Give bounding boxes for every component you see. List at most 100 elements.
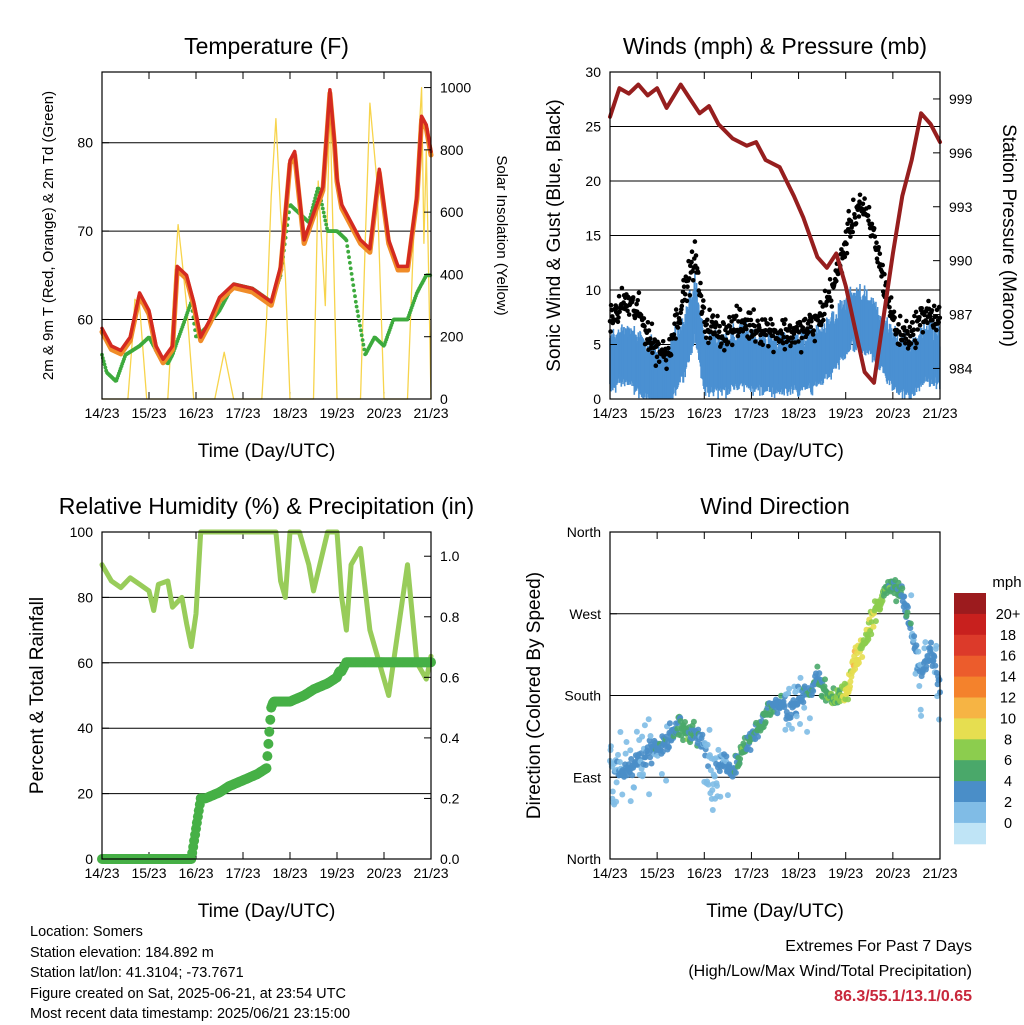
direction-point [666, 720, 673, 727]
data-point [634, 301, 639, 307]
x-tick-label: 20/23 [366, 865, 401, 881]
direction-point [616, 759, 623, 765]
direction-point [904, 604, 911, 611]
data-point [866, 204, 872, 210]
data-point [846, 208, 851, 214]
data-point [926, 298, 931, 304]
direction-point [899, 585, 906, 592]
direction-point [872, 618, 879, 625]
plot-frame [609, 71, 941, 400]
data-point [808, 324, 814, 330]
data-point [264, 726, 275, 737]
data-point [654, 354, 660, 360]
data-point [914, 341, 919, 346]
x-tick-label: 15/23 [640, 405, 675, 421]
direction-point [797, 721, 803, 727]
colorbar-label: 16 [1000, 649, 1016, 665]
data-point [910, 320, 915, 325]
panel-winds: Winds (mph) & Pressure (mb) Time (Day/UTC… [544, 33, 1019, 462]
direction-point [663, 777, 670, 784]
x-ticks: 14/23 15/23 16/23 17/23 18/23 19/23 20/23 21/23 [84, 72, 449, 421]
created-text: Figure created on Sat, 2025-06-21, at 23… [30, 985, 346, 1002]
data-point [806, 329, 811, 335]
y2-tick-label: 0.4 [440, 730, 460, 746]
data-point [829, 304, 835, 309]
data-point [660, 339, 666, 344]
direction-point [639, 733, 646, 740]
data-point [908, 341, 914, 346]
direction-point [845, 696, 852, 703]
y-tick-label: 40 [77, 720, 93, 736]
humidity-line [99, 529, 434, 698]
x-tick-label: 19/23 [319, 865, 354, 881]
y-axis-label: Percent & Total Rainfall [27, 597, 48, 794]
y2-ticks: 0.0 0.2 0.4 0.6 0.8 1.0 [424, 548, 460, 867]
x-tick-label: 18/23 [272, 865, 307, 881]
direction-point [806, 715, 813, 722]
x-tick-label: 20/23 [366, 405, 401, 421]
data-point [664, 366, 669, 372]
data-point [834, 278, 839, 284]
direction-point [804, 728, 811, 735]
data-point [865, 213, 871, 218]
data-point [316, 186, 321, 191]
x-ticks: 14/23 15/23 16/23 17/23 18/23 19/23 20/23 21/23 [84, 532, 449, 881]
data-point [703, 335, 709, 341]
data-point [677, 320, 683, 326]
x-tick-label: 17/23 [225, 865, 260, 881]
x-axis-label: Time (Day/UTC) [198, 441, 336, 462]
data-point [682, 292, 688, 297]
direction-point [908, 592, 915, 599]
colorbar-segment [954, 718, 986, 740]
x-tick-label: 15/23 [131, 405, 166, 421]
data-point [733, 313, 739, 319]
data-point [882, 271, 887, 277]
direction-point [936, 716, 943, 723]
data-point [763, 332, 769, 338]
data-point [675, 325, 681, 330]
direction-point [927, 645, 934, 652]
data-point [796, 339, 801, 344]
direction-point [907, 620, 914, 627]
data-point [866, 218, 871, 223]
data-point [615, 319, 621, 325]
direction-point [647, 733, 654, 739]
data-point [348, 260, 352, 265]
direction-point [648, 760, 655, 767]
data-point [671, 332, 677, 337]
data-point [827, 277, 833, 282]
data-point [919, 306, 924, 311]
direction-point [699, 731, 706, 738]
x-tick-label: 19/23 [319, 405, 354, 421]
direction-point [629, 772, 636, 779]
direction-point [810, 688, 817, 694]
direction-point [822, 676, 828, 683]
grid-lines [102, 142, 431, 320]
x-tick-label: 16/23 [178, 405, 213, 421]
direction-point [814, 663, 821, 670]
pressure-line [608, 82, 942, 385]
y2-tick-label: 999 [949, 91, 973, 107]
data-point [653, 363, 659, 369]
station-info: Location: Somers Station elevation: 184.… [30, 922, 350, 1025]
data-point [812, 338, 818, 344]
direction-point [931, 653, 938, 660]
data-point [760, 342, 765, 348]
direction-point [607, 743, 614, 750]
direction-point [638, 750, 645, 757]
direction-point [865, 636, 872, 643]
data-point [848, 234, 853, 239]
data-point [617, 309, 622, 315]
data-point [751, 307, 756, 312]
data-point [355, 309, 360, 314]
direction-point [707, 767, 714, 774]
data-point [802, 316, 808, 322]
data-point [852, 215, 858, 220]
y-tick-label: 30 [585, 64, 601, 80]
x-tick-label: 16/23 [687, 865, 722, 881]
data-point [707, 335, 713, 341]
data-point [689, 259, 694, 265]
direction-point [617, 729, 624, 735]
data-point [779, 331, 785, 336]
data-point [705, 317, 710, 323]
